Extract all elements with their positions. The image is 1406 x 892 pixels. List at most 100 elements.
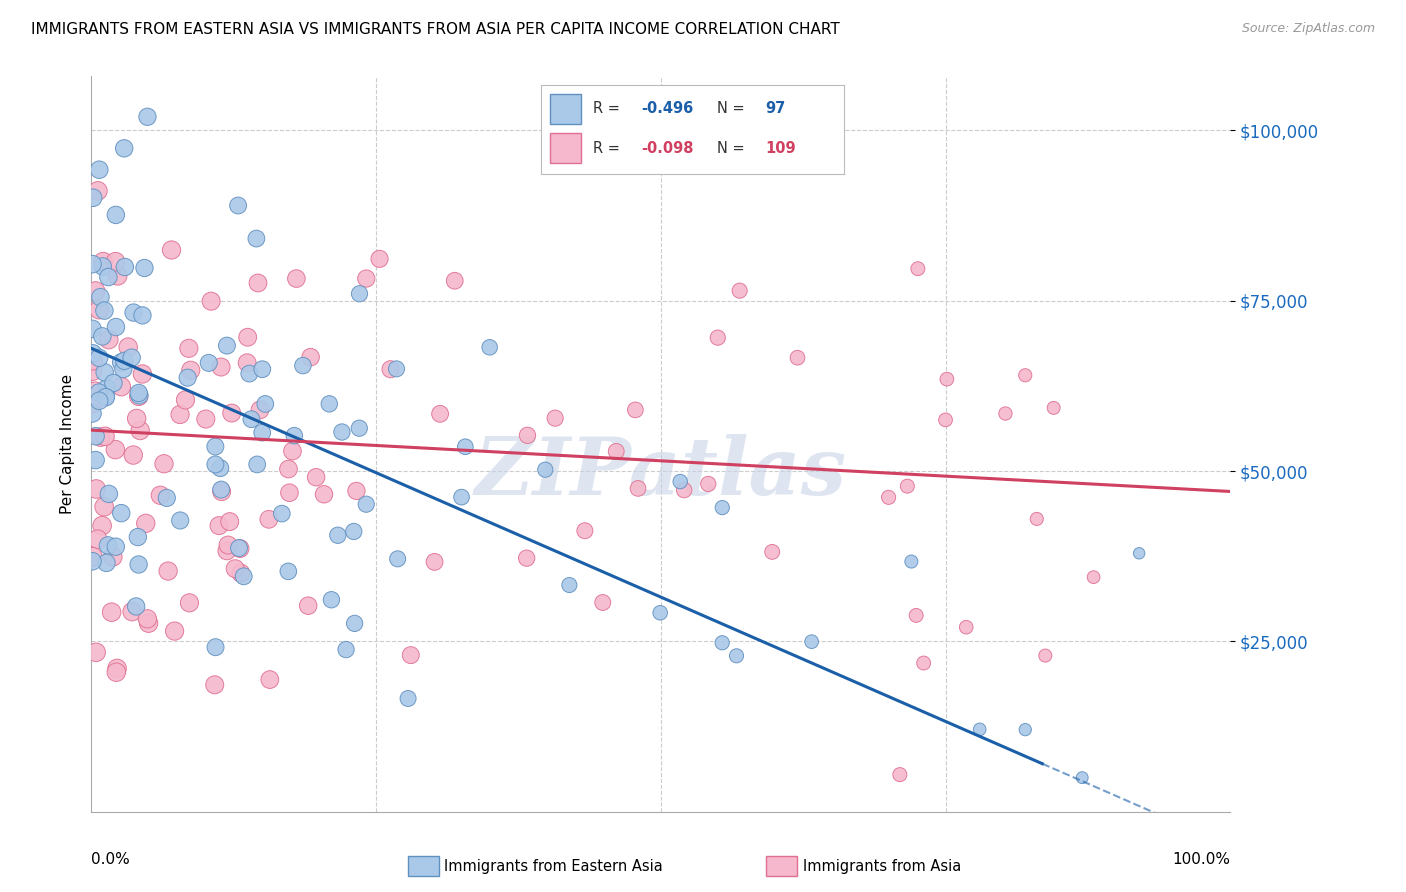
Point [335, 642, 357, 657]
Point [994, 407, 1017, 421]
Point [592, 595, 614, 609]
Point [312, 487, 335, 501]
Point [112, 353, 135, 368]
Point [82, 257, 104, 271]
Text: 100.0%: 100.0% [1173, 852, 1230, 867]
Text: IMMIGRANTS FROM EASTERN ASIA VS IMMIGRANTS FROM ASIA PER CAPITA INCOME CORRELATI: IMMIGRANTS FROM EASTERN ASIA VS IMMIGRAN… [31, 22, 839, 37]
Point [346, 483, 368, 498]
Point [669, 475, 692, 489]
Point [305, 470, 328, 484]
Point [889, 767, 911, 781]
Point [245, 231, 267, 245]
Point [534, 463, 557, 477]
Point [122, 305, 145, 319]
Point [224, 562, 246, 576]
Point [257, 512, 280, 526]
Point [605, 444, 627, 458]
Point [136, 110, 159, 124]
Point [343, 616, 366, 631]
Point [1083, 570, 1105, 584]
Point [169, 408, 191, 422]
Point [356, 271, 378, 285]
Point [200, 294, 222, 309]
Point [176, 370, 198, 384]
FancyBboxPatch shape [550, 133, 581, 163]
Point [94, 429, 117, 443]
Point [246, 276, 269, 290]
Point [209, 461, 232, 475]
Point [387, 552, 409, 566]
Point [516, 551, 538, 566]
Point [128, 388, 150, 402]
Point [877, 491, 900, 505]
Point [229, 541, 252, 556]
Point [94, 390, 117, 404]
Point [104, 320, 127, 334]
Y-axis label: Per Capita Income: Per Capita Income [59, 374, 75, 514]
Point [285, 271, 308, 285]
Point [896, 479, 918, 493]
Point [94, 390, 117, 404]
Point [955, 620, 977, 634]
Point [912, 656, 935, 670]
Point [93, 303, 115, 318]
Point [104, 208, 127, 222]
Point [1014, 368, 1036, 383]
Point [107, 268, 129, 283]
Point [110, 380, 132, 394]
Point [711, 500, 734, 515]
Point [87, 385, 110, 400]
Point [650, 606, 672, 620]
Point [89, 351, 111, 365]
Point [131, 367, 153, 381]
Point [100, 605, 122, 619]
Point [252, 362, 274, 376]
Point [97, 487, 120, 501]
Point [544, 411, 567, 425]
Point [82, 549, 104, 564]
Point [423, 555, 446, 569]
Point [84, 645, 107, 659]
Point [211, 484, 233, 499]
Point [114, 260, 136, 274]
Point [91, 260, 114, 274]
Point [110, 355, 132, 369]
Point [215, 338, 238, 352]
Point [326, 528, 349, 542]
Point [138, 616, 160, 631]
Point [121, 605, 143, 619]
Point [349, 286, 371, 301]
Point [91, 518, 114, 533]
FancyBboxPatch shape [550, 94, 581, 124]
Point [194, 412, 217, 426]
Point [380, 362, 402, 376]
Point [84, 284, 107, 298]
Point [969, 723, 991, 737]
Point [128, 558, 150, 572]
Point [112, 362, 135, 376]
Point [238, 367, 260, 381]
Text: N =: N = [717, 102, 749, 116]
Point [229, 566, 252, 580]
Point [236, 330, 259, 344]
Point [215, 544, 238, 558]
Point [1033, 648, 1056, 663]
Point [1128, 546, 1150, 560]
Point [399, 648, 422, 662]
Point [91, 329, 114, 343]
Point [209, 483, 232, 497]
Point [1014, 723, 1036, 737]
Point [96, 556, 118, 570]
Point [429, 407, 451, 421]
Point [157, 564, 180, 578]
Point [134, 260, 156, 275]
Point [250, 425, 273, 440]
Point [121, 351, 143, 365]
Point [87, 184, 110, 198]
Point [89, 290, 111, 304]
Point [87, 302, 110, 317]
Point [209, 359, 232, 374]
Point [297, 599, 319, 613]
Point [177, 341, 200, 355]
Point [160, 243, 183, 257]
